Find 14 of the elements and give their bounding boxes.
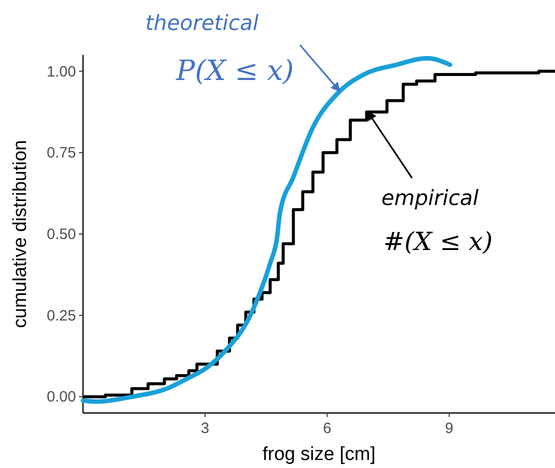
y-tick-label: 0.25 — [46, 307, 76, 324]
annotation: #(X ≤ x) — [383, 227, 493, 256]
y-tick-label: 1.00 — [46, 63, 76, 80]
x-tick-label: 6 — [322, 420, 332, 437]
x-tick-label: 3 — [200, 420, 210, 437]
y-axis-title: cumulative distribution — [10, 140, 31, 328]
x-axis-title: frog size [cm] — [262, 444, 376, 465]
y-tick-label: 0.00 — [46, 388, 76, 406]
y-tick-label: 0.50 — [46, 226, 76, 243]
annotation: P(X ≤ x) — [175, 54, 294, 87]
x-tick-label: 9 — [445, 420, 454, 437]
text: theoretical — [145, 11, 259, 35]
annotation: empirical — [381, 186, 479, 210]
y-tick-label: 0.75 — [46, 144, 76, 162]
